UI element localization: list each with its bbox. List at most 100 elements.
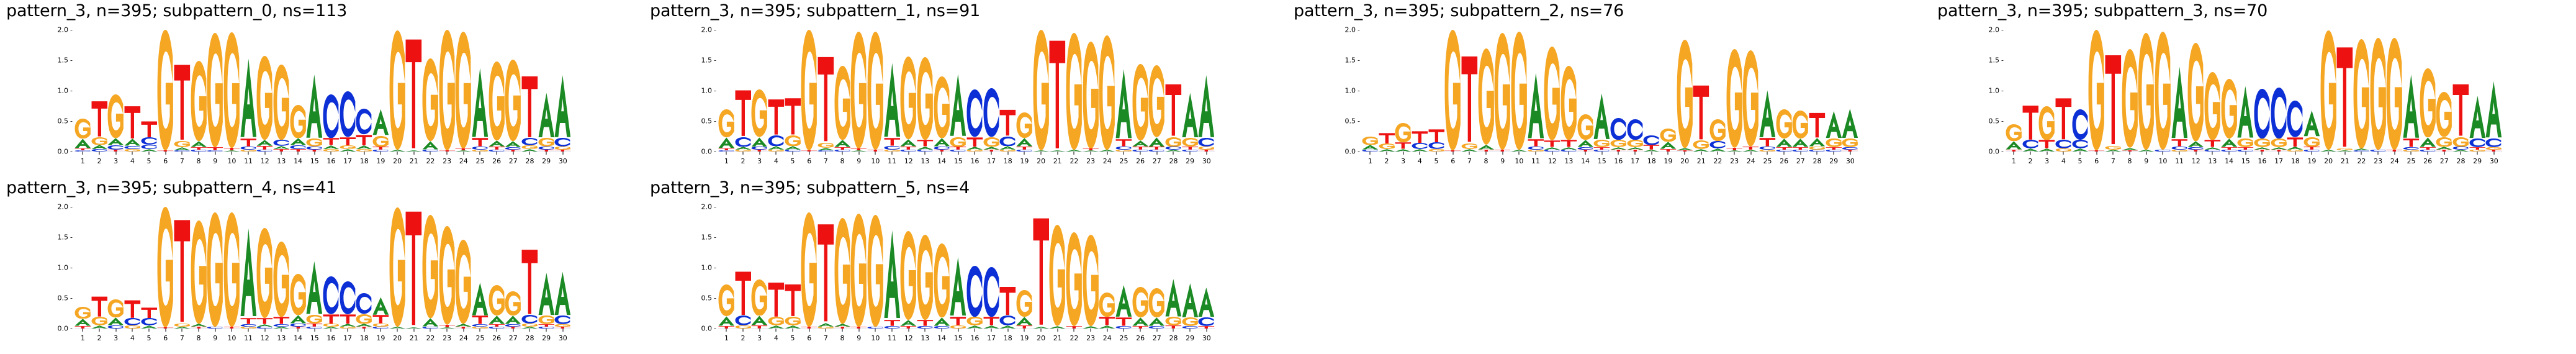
x-axis-tick-label: 17 [983,329,1000,342]
logo-stack [1560,30,1577,152]
logo-letter-t [1809,112,1826,138]
logo-letter-g [900,231,917,320]
logo-stack-position-15 [306,30,323,152]
x-axis-tick-label: 22 [1709,152,1726,165]
x-axis-tick-label: 24 [455,329,472,342]
logo-letter-t [1776,147,1793,150]
logo-letter-g [917,57,934,140]
logo-stack [505,207,521,329]
logo-letter-c [966,266,983,317]
x-axis-tick-label: 12 [2187,152,2204,165]
logo-stack [290,30,307,152]
logo-stack [2469,30,2486,152]
logo-stack-position-7 [1461,30,1478,152]
logo-letter-a [1362,145,1379,150]
logo-letter-c [340,91,356,137]
logo-stack [801,30,817,152]
logo-letter-c [1198,317,1215,327]
logo-letter-a [1099,325,1115,329]
logo-letter-t [74,326,91,329]
logo-letter-t [521,248,538,315]
logo-letter-g [1726,49,1743,148]
logo-stack [256,30,273,152]
logo-stack [917,207,934,329]
logo-letter-a [983,325,1000,329]
logo-stack-position-28 [521,30,538,152]
x-axis: 1 2 3 4 5 6 7 8 9 10 11 12 13 14 15 16 17 18 19 20 21 22 23 24 2… [718,152,1215,173]
logo-stack-position-3 [2038,30,2055,152]
logo-stack-position-29 [2469,30,2486,152]
x-axis-tick-label: 22 [2353,152,2370,165]
logo-letter-a [950,256,966,317]
logo-letter-a [1677,148,1693,150]
logo-stack [884,30,901,152]
x-axis-tick-label: 4 [2055,152,2072,165]
logo-letter-t [950,147,966,150]
x-axis-tick-label: 12 [1544,152,1560,165]
logo-stack-position-16 [323,30,340,152]
logo-stack-position-22 [422,30,439,152]
logo-stack [372,207,389,329]
logo-letter-t [223,148,240,150]
logo-letter-a [718,137,735,148]
logo-stack-position-10 [1511,30,1528,152]
logo-stack-position-20 [389,207,406,329]
x-axis-tick-label: 5 [785,329,801,342]
logo-letter-t [472,315,489,324]
logo-letter-t [141,307,158,319]
logo-letter-c [2072,140,2089,149]
logo-letter-a [999,325,1016,329]
logo-stack [223,30,240,152]
logo-letter-g [1198,147,1215,150]
logo-letter-t [91,296,108,317]
logo-stack-position-10 [867,30,884,152]
logo-letter-t [124,300,141,318]
logo-stack [1627,30,1644,152]
x-axis-tick-label: 6 [801,329,817,342]
logo-letter-t [785,284,801,317]
logo-letter-t [240,318,257,324]
logo-letter-g [1610,140,1627,148]
x-axis-tick-label: 10 [867,329,884,342]
logo-stack [950,207,966,329]
logo-stack-position-23 [1726,30,1743,152]
logo-letter-t [290,149,307,152]
x-axis-tick-label: 13 [1560,152,1577,165]
logo-letter-t [834,327,851,329]
logo-stack [91,30,108,152]
logo-letter-t [521,75,538,138]
logo-letter-g [2320,30,2337,150]
logo-stack [521,207,538,329]
logo-stack [1726,30,1743,152]
logo-stack-position-30 [554,30,571,152]
logo-stack [850,207,867,329]
x-axis-tick-label: 8 [191,329,207,342]
logo-stack [554,30,571,152]
logo-letter-a [1049,326,1066,329]
logo-stack [2006,30,2022,152]
x-axis-tick-label: 13 [2204,152,2221,165]
y-axis-tick-label: 0.5- [701,294,716,302]
logo-stack-position-20 [1033,30,1050,152]
logo-letter-c [934,147,950,150]
logo-letter-g [2155,31,2171,150]
logo-letter-t [306,150,323,152]
logo-stack [2420,30,2436,152]
logo-stack-position-5 [2072,30,2089,152]
logo-letter-a [1544,147,1560,150]
logo-letter-c [2403,147,2420,150]
logo-letter-c [141,318,158,326]
logo-letter-t [538,150,555,152]
logo-letter-a [422,141,439,150]
logo-stack [1115,207,1132,329]
logo-stack [1099,30,1115,152]
logo-letter-g [91,137,108,145]
logo-stack-position-8 [2122,30,2138,152]
logo-letter-g [1083,41,1099,149]
logo-stack [141,30,158,152]
logo-letter-a [950,73,966,137]
x-axis-tick-label: 4 [124,152,141,165]
logo-stack [2105,30,2122,152]
logo-letter-c [1709,141,1726,149]
logo-letter-g [900,57,917,140]
